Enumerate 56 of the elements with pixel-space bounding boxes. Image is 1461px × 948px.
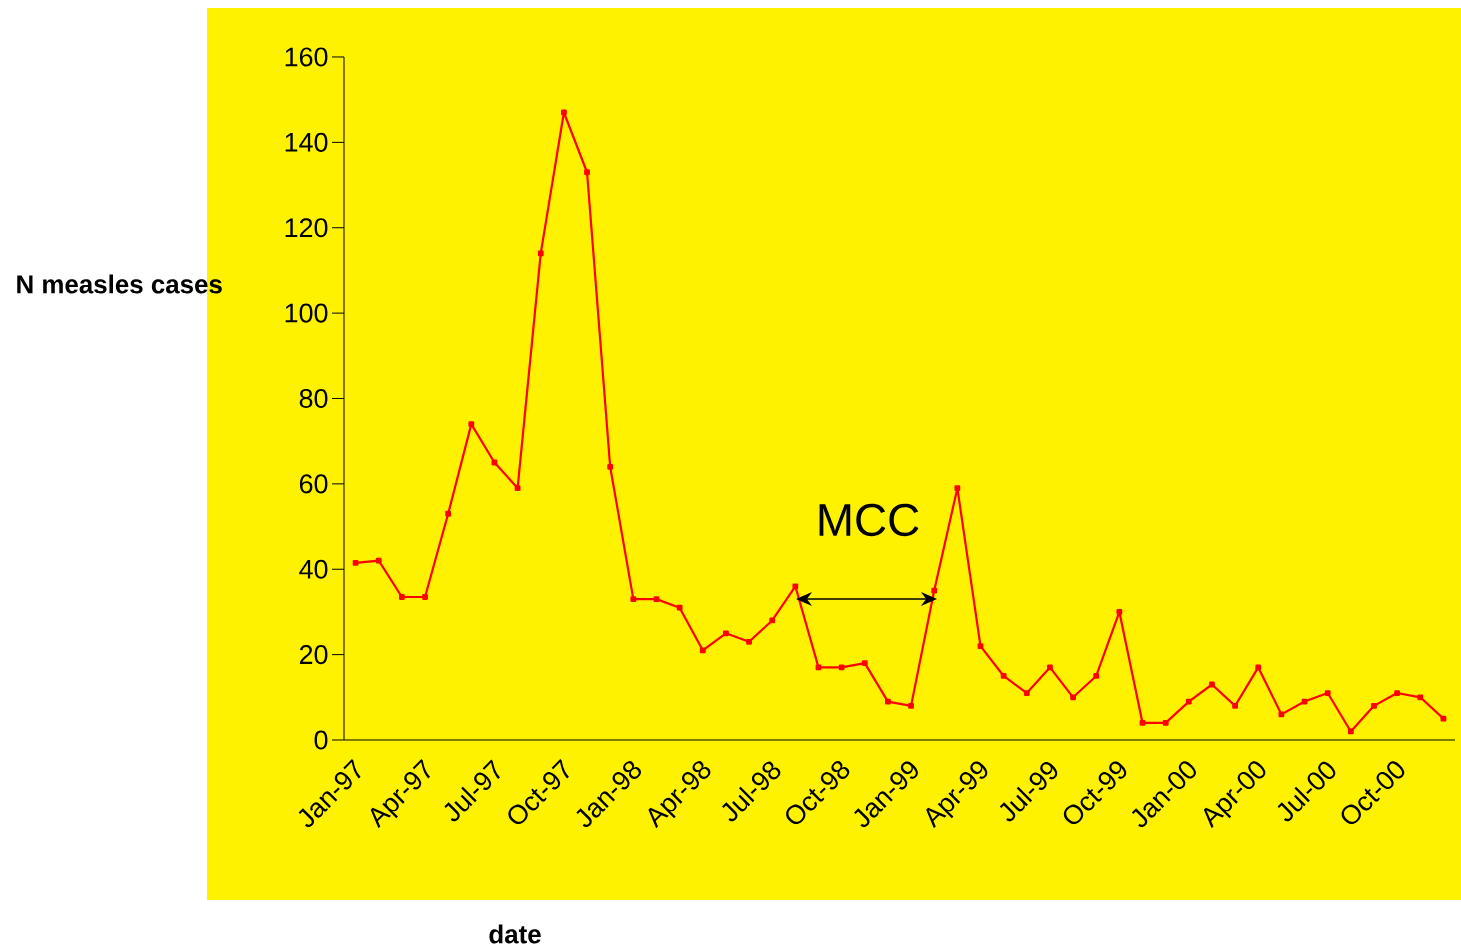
point bbox=[908, 702, 914, 709]
point bbox=[1278, 711, 1285, 718]
point bbox=[977, 643, 984, 649]
point bbox=[630, 596, 637, 603]
point bbox=[445, 510, 452, 517]
y-tick-label: 120 bbox=[285, 218, 328, 238]
point bbox=[1093, 673, 1100, 679]
point bbox=[676, 604, 683, 611]
point bbox=[1371, 702, 1377, 709]
point bbox=[699, 647, 706, 654]
point bbox=[653, 596, 660, 603]
point bbox=[1139, 720, 1146, 726]
y-tick-label: 60 bbox=[299, 474, 328, 494]
point bbox=[1047, 664, 1053, 671]
point bbox=[1209, 681, 1215, 688]
point bbox=[1070, 694, 1076, 701]
point bbox=[584, 169, 590, 176]
point bbox=[1347, 728, 1354, 735]
point bbox=[746, 638, 752, 645]
point bbox=[375, 557, 382, 564]
point bbox=[723, 630, 729, 637]
y-tick-label: 40 bbox=[299, 559, 328, 579]
point bbox=[1440, 715, 1447, 722]
point bbox=[1023, 690, 1030, 696]
y-tick-label: 160 bbox=[285, 47, 328, 67]
point bbox=[560, 109, 567, 116]
point bbox=[885, 698, 891, 705]
point bbox=[537, 250, 544, 257]
point bbox=[954, 485, 961, 492]
point bbox=[1000, 673, 1007, 679]
point bbox=[1394, 690, 1401, 696]
point bbox=[1324, 690, 1331, 696]
point bbox=[792, 583, 799, 590]
point bbox=[514, 485, 521, 492]
point bbox=[931, 587, 938, 594]
point bbox=[1232, 702, 1238, 709]
y-tick-label: 20 bbox=[299, 645, 328, 665]
point bbox=[861, 660, 868, 667]
y-tick-label: 140 bbox=[285, 132, 328, 152]
x-axis-title: date bbox=[489, 924, 541, 944]
point bbox=[398, 594, 405, 600]
point bbox=[1417, 694, 1424, 701]
annotation: MCC bbox=[819, 503, 919, 537]
y-tick-label: 80 bbox=[299, 388, 328, 409]
point bbox=[607, 463, 614, 470]
point bbox=[838, 664, 845, 671]
point bbox=[1185, 698, 1192, 705]
point bbox=[1116, 609, 1123, 615]
point bbox=[352, 559, 359, 566]
point bbox=[422, 594, 428, 600]
point bbox=[468, 421, 475, 427]
point bbox=[1255, 664, 1262, 671]
y-tick-label: 0 bbox=[314, 730, 328, 750]
point bbox=[1162, 720, 1169, 726]
y-tick-label: 100 bbox=[285, 303, 328, 323]
point bbox=[769, 617, 776, 624]
